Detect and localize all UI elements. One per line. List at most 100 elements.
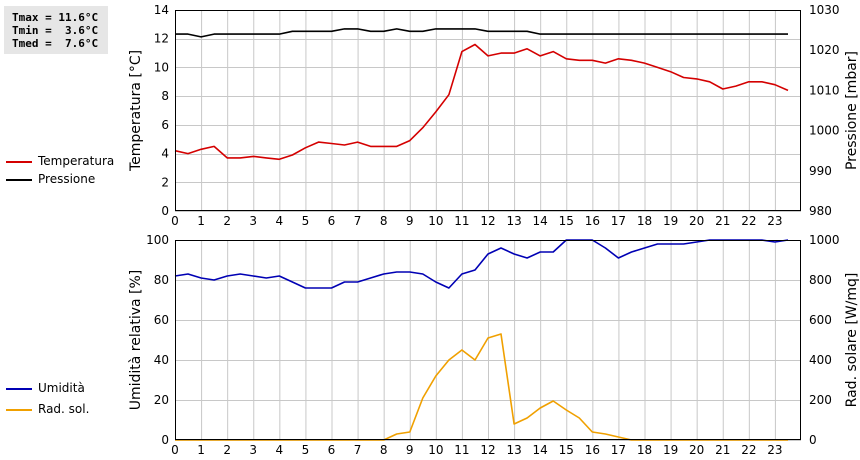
x-tick-label: 6 [328,214,336,228]
x-tick-label: 2 [223,443,231,457]
y-right-tick-label: 800 [809,273,832,287]
x-tick-label: 16 [585,443,600,457]
y-right-tick-label: 400 [809,353,832,367]
x-tick-label: 22 [741,443,756,457]
x-tick-label: 15 [559,443,574,457]
y-right-tick-label: 990 [809,164,832,178]
y-left-tick-label: 6 [161,118,169,132]
legend-item-pressione: Pressione [6,172,146,188]
y-right-tick-label: 1000 [809,124,840,138]
plot-frame [175,240,801,440]
series-line-1 [175,28,788,38]
x-tick-label: 18 [637,443,652,457]
x-tick-label: 9 [406,214,414,228]
x-tick-label: 19 [663,443,678,457]
legend-swatch-umidita [6,388,32,390]
x-tick-label: 19 [663,214,678,228]
x-tick-label: 18 [637,214,652,228]
y-left-tick-label: 4 [161,147,169,161]
y-left-tick-label: 8 [161,89,169,103]
x-tick-label: 7 [354,443,362,457]
x-tick-label: 21 [715,214,730,228]
y-left-tick-label: 80 [154,273,169,287]
legend-label-umidita: Umidità [38,381,85,395]
x-tick-label: 20 [689,214,704,228]
legend-label-temperatura: Temperatura [38,154,115,168]
x-tick-label: 16 [585,214,600,228]
x-tick-label: 9 [406,443,414,457]
y-left-tick-label: 20 [154,393,169,407]
x-tick-label: 6 [328,443,336,457]
legend-item-temperatura: Temperatura [6,154,146,170]
y-left-tick-label: 40 [154,353,169,367]
y-right-tick-label: 980 [809,204,832,218]
y-left-tick-label: 100 [146,233,169,247]
x-tick-label: 8 [380,443,388,457]
x-tick-label: 11 [454,214,469,228]
x-tick-label: 2 [223,214,231,228]
x-tick-label: 17 [611,443,626,457]
stat-tmax: Tmax = 11.6°C [12,11,99,24]
x-tick-label: 8 [380,214,388,228]
chart-humidity-radiation: 0 1 2 3 4 5 6 7 8 9 10 11 12 13 14 15 16 17 18 19 20 21 22 2302… [128,233,860,457]
y-right-tick-label: 1010 [809,83,840,97]
y-right-tick-label: 1030 [809,3,840,17]
y-left-tick-label: 10 [154,60,169,74]
legend-swatch-temperatura [6,161,32,163]
x-tick-label: 1 [197,443,205,457]
x-tick-label: 10 [428,443,443,457]
x-tick-label: 22 [741,214,756,228]
y-left-tick-label: 0 [161,433,169,447]
x-tick-label: 3 [249,214,257,228]
series-line-0 [174,239,789,289]
legend-swatch-rad-sol [6,409,32,411]
y-right-tick-label: 1000 [809,233,840,247]
y-right-axis-label: Rad. solare [W/mq] [844,273,860,408]
y-left-axis-label: Temperatura [°C] [128,50,144,172]
x-tick-label: 4 [276,214,284,228]
x-tick-label: 13 [506,443,521,457]
x-tick-label: 15 [559,214,574,228]
x-tick-label: 14 [533,443,548,457]
y-right-tick-label: 1020 [809,43,840,57]
x-tick-label: 13 [506,214,521,228]
x-tick-label: 10 [428,214,443,228]
x-tick-label: 21 [715,443,730,457]
y-left-axis-label: Umidità relativa [%] [128,270,144,411]
stat-tmin: Tmin = 3.6°C [12,24,99,37]
y-left-tick-label: 2 [161,175,169,189]
x-tick-label: 1 [197,214,205,228]
y-left-tick-label: 14 [154,3,169,17]
legend-item-rad-sol: Rad. sol. [6,402,146,418]
x-tick-label: 0 [171,214,179,228]
x-tick-label: 23 [767,443,782,457]
y-left-tick-label: 12 [154,32,169,46]
x-tick-label: 20 [689,443,704,457]
stat-tmed: Tmed = 7.6°C [12,37,99,50]
x-tick-label: 0 [171,443,179,457]
legend-label-rad-sol: Rad. sol. [38,402,90,416]
x-tick-label: 7 [354,214,362,228]
y-right-axis-label: Pressione [mbar] [844,51,860,170]
x-tick-label: 5 [302,443,310,457]
series-line-0 [174,43,789,161]
y-right-tick-label: 0 [809,433,817,447]
x-tick-label: 12 [480,443,495,457]
x-tick-label: 5 [302,214,310,228]
x-tick-label: 3 [249,443,257,457]
x-tick-label: 23 [767,214,782,228]
plot-frame [175,10,801,211]
x-tick-label: 17 [611,214,626,228]
x-tick-label: 14 [533,214,548,228]
y-right-tick-label: 600 [809,313,832,327]
legend-swatch-pressione [6,179,32,181]
legend-label-pressione: Pressione [38,172,96,186]
x-tick-label: 11 [454,443,469,457]
y-left-tick-label: 0 [161,204,169,218]
x-tick-label: 4 [276,443,284,457]
stats-box: Tmax = 11.6°C Tmin = 3.6°C Tmed = 7.6°C [4,6,108,54]
legend-item-umidita: Umidità [6,381,146,397]
y-right-tick-label: 200 [809,393,832,407]
y-left-tick-label: 60 [154,313,169,327]
